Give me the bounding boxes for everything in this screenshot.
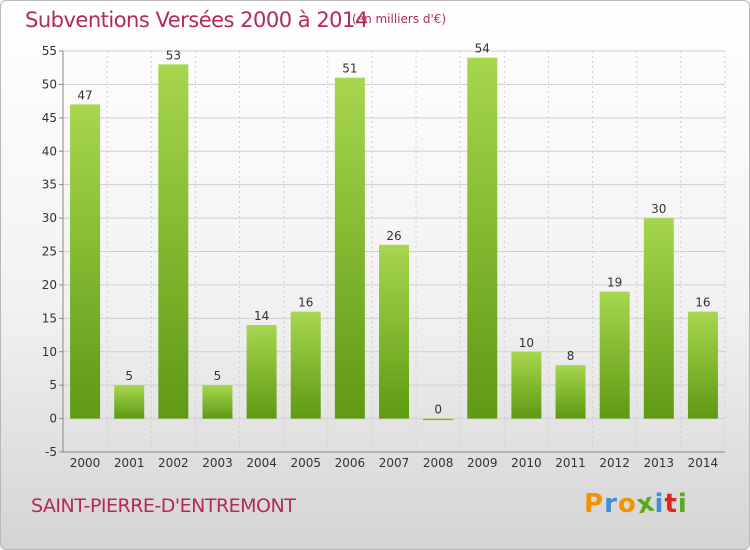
bar-2008 — [423, 418, 454, 421]
data-label-2010: 10 — [519, 336, 534, 350]
logo-letter: r — [604, 489, 618, 519]
data-label-2008: 0 — [434, 403, 442, 417]
x-tick-label: 2006 — [335, 456, 366, 470]
chart-title: Subventions Versées 2000 à 2014 — [25, 8, 368, 32]
data-label-2009: 54 — [475, 42, 490, 56]
data-label-2004: 14 — [254, 309, 269, 323]
bar-2003 — [202, 385, 233, 419]
data-label-2011: 8 — [567, 349, 575, 363]
x-tick-label: 2002 — [158, 456, 189, 470]
x-tick-label: 2012 — [599, 456, 630, 470]
x-tick-label: 2014 — [688, 456, 719, 470]
y-tick-label: 45 — [42, 111, 57, 125]
bar-2013 — [643, 218, 674, 419]
bar-2009 — [467, 57, 498, 419]
data-label-2003: 5 — [214, 369, 222, 383]
bar-2006 — [334, 77, 365, 419]
data-label-2006: 51 — [342, 62, 357, 76]
x-tick-label: 2005 — [290, 456, 321, 470]
data-label-2000: 47 — [77, 88, 92, 102]
y-tick-label: 10 — [42, 345, 57, 359]
logo-letter: i — [677, 489, 688, 519]
bar-2011 — [555, 365, 586, 419]
y-tick-label: 20 — [42, 278, 57, 292]
commune-name: SAINT-PIERRE-D'ENTREMONT — [31, 495, 296, 517]
bar-2014 — [687, 311, 718, 419]
y-tick-label: -5 — [45, 445, 57, 459]
x-tick-label: 2003 — [202, 456, 233, 470]
y-tick-label: 35 — [42, 178, 57, 192]
y-tick-label: 25 — [42, 245, 57, 259]
x-tick-label: 2007 — [379, 456, 410, 470]
bar-2012 — [599, 291, 630, 419]
logo-letter: i — [654, 489, 665, 519]
logo-letter: o — [617, 489, 637, 519]
x-tick-label: 2010 — [511, 456, 542, 470]
bar-2004 — [246, 325, 277, 419]
y-tick-label: 50 — [42, 77, 57, 91]
y-tick-label: 0 — [49, 412, 57, 426]
x-tick-label: 2008 — [423, 456, 454, 470]
bar-2001 — [114, 385, 145, 419]
x-tick-label: 2001 — [114, 456, 145, 470]
logo-letter: t — [664, 489, 678, 519]
y-tick-label: 15 — [42, 311, 57, 325]
y-tick-label: 55 — [42, 44, 57, 58]
logo-letter: P — [584, 489, 605, 519]
x-tick-label: 2013 — [644, 456, 675, 470]
unit-label: (en milliers d'€) — [352, 12, 447, 26]
x-tick-label: 2011 — [555, 456, 586, 470]
data-label-2012: 19 — [607, 276, 622, 290]
data-label-2001: 5 — [125, 369, 133, 383]
bar-2007 — [379, 244, 409, 419]
data-label-2013: 30 — [651, 202, 666, 216]
bar-2005 — [290, 311, 321, 419]
bars — [70, 57, 718, 421]
y-tick-label: 30 — [42, 211, 57, 225]
y-tick-label: 40 — [42, 144, 57, 158]
x-tick-label: 2009 — [467, 456, 498, 470]
x-tick-label: 2000 — [70, 456, 101, 470]
data-label-2007: 26 — [386, 229, 401, 243]
bar-2002 — [158, 64, 189, 419]
bar-2010 — [511, 351, 542, 419]
x-tick-label: 2004 — [246, 456, 277, 470]
y-tick-label: 5 — [49, 378, 57, 392]
bar-2000 — [70, 104, 101, 419]
proxiti-logo: Proxiti — [584, 487, 688, 520]
data-label-2005: 16 — [298, 296, 313, 310]
data-label-2002: 53 — [166, 48, 181, 62]
data-label-2014: 16 — [695, 296, 710, 310]
